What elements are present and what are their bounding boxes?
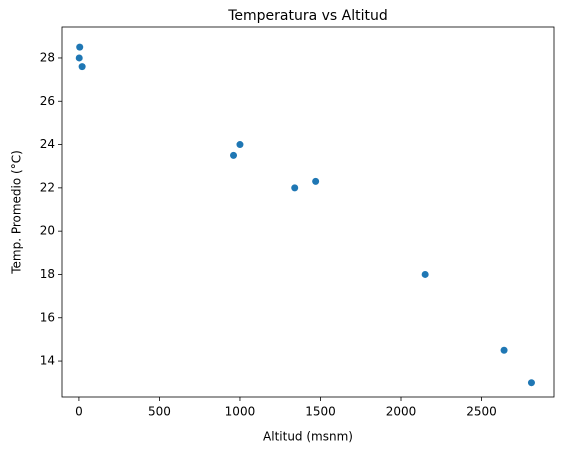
plot-frame xyxy=(61,26,555,398)
point xyxy=(500,346,508,354)
y-tick-label: 20 xyxy=(40,224,55,238)
point xyxy=(78,63,86,71)
point xyxy=(76,43,84,51)
x-tick-label: 2500 xyxy=(466,405,497,419)
x-tick-label: 2000 xyxy=(386,405,417,419)
x-tick-label: 1500 xyxy=(305,405,336,419)
y-axis-label: Temp. Promedio (°C) xyxy=(10,150,24,275)
y-tick-label: 24 xyxy=(40,137,55,151)
point xyxy=(291,184,299,192)
y-tick-label: 14 xyxy=(40,354,55,368)
point xyxy=(421,270,429,278)
x-tick-label: 0 xyxy=(75,405,83,419)
x-tick-label: 1000 xyxy=(225,405,256,419)
y-tick-label: 16 xyxy=(40,310,55,324)
y-tick-label: 28 xyxy=(40,50,55,64)
y-tick-label: 18 xyxy=(40,267,55,281)
point xyxy=(312,177,320,185)
y-tick-label: 26 xyxy=(40,94,55,108)
point xyxy=(75,54,83,62)
point xyxy=(527,379,535,387)
point xyxy=(230,151,238,159)
x-tick-label: 500 xyxy=(148,405,171,419)
point xyxy=(236,141,244,149)
x-axis-label: Altitud (msnm) xyxy=(263,430,353,444)
y-tick-label: 22 xyxy=(40,180,55,194)
chart-title: Temperatura vs Altitud xyxy=(227,8,388,24)
